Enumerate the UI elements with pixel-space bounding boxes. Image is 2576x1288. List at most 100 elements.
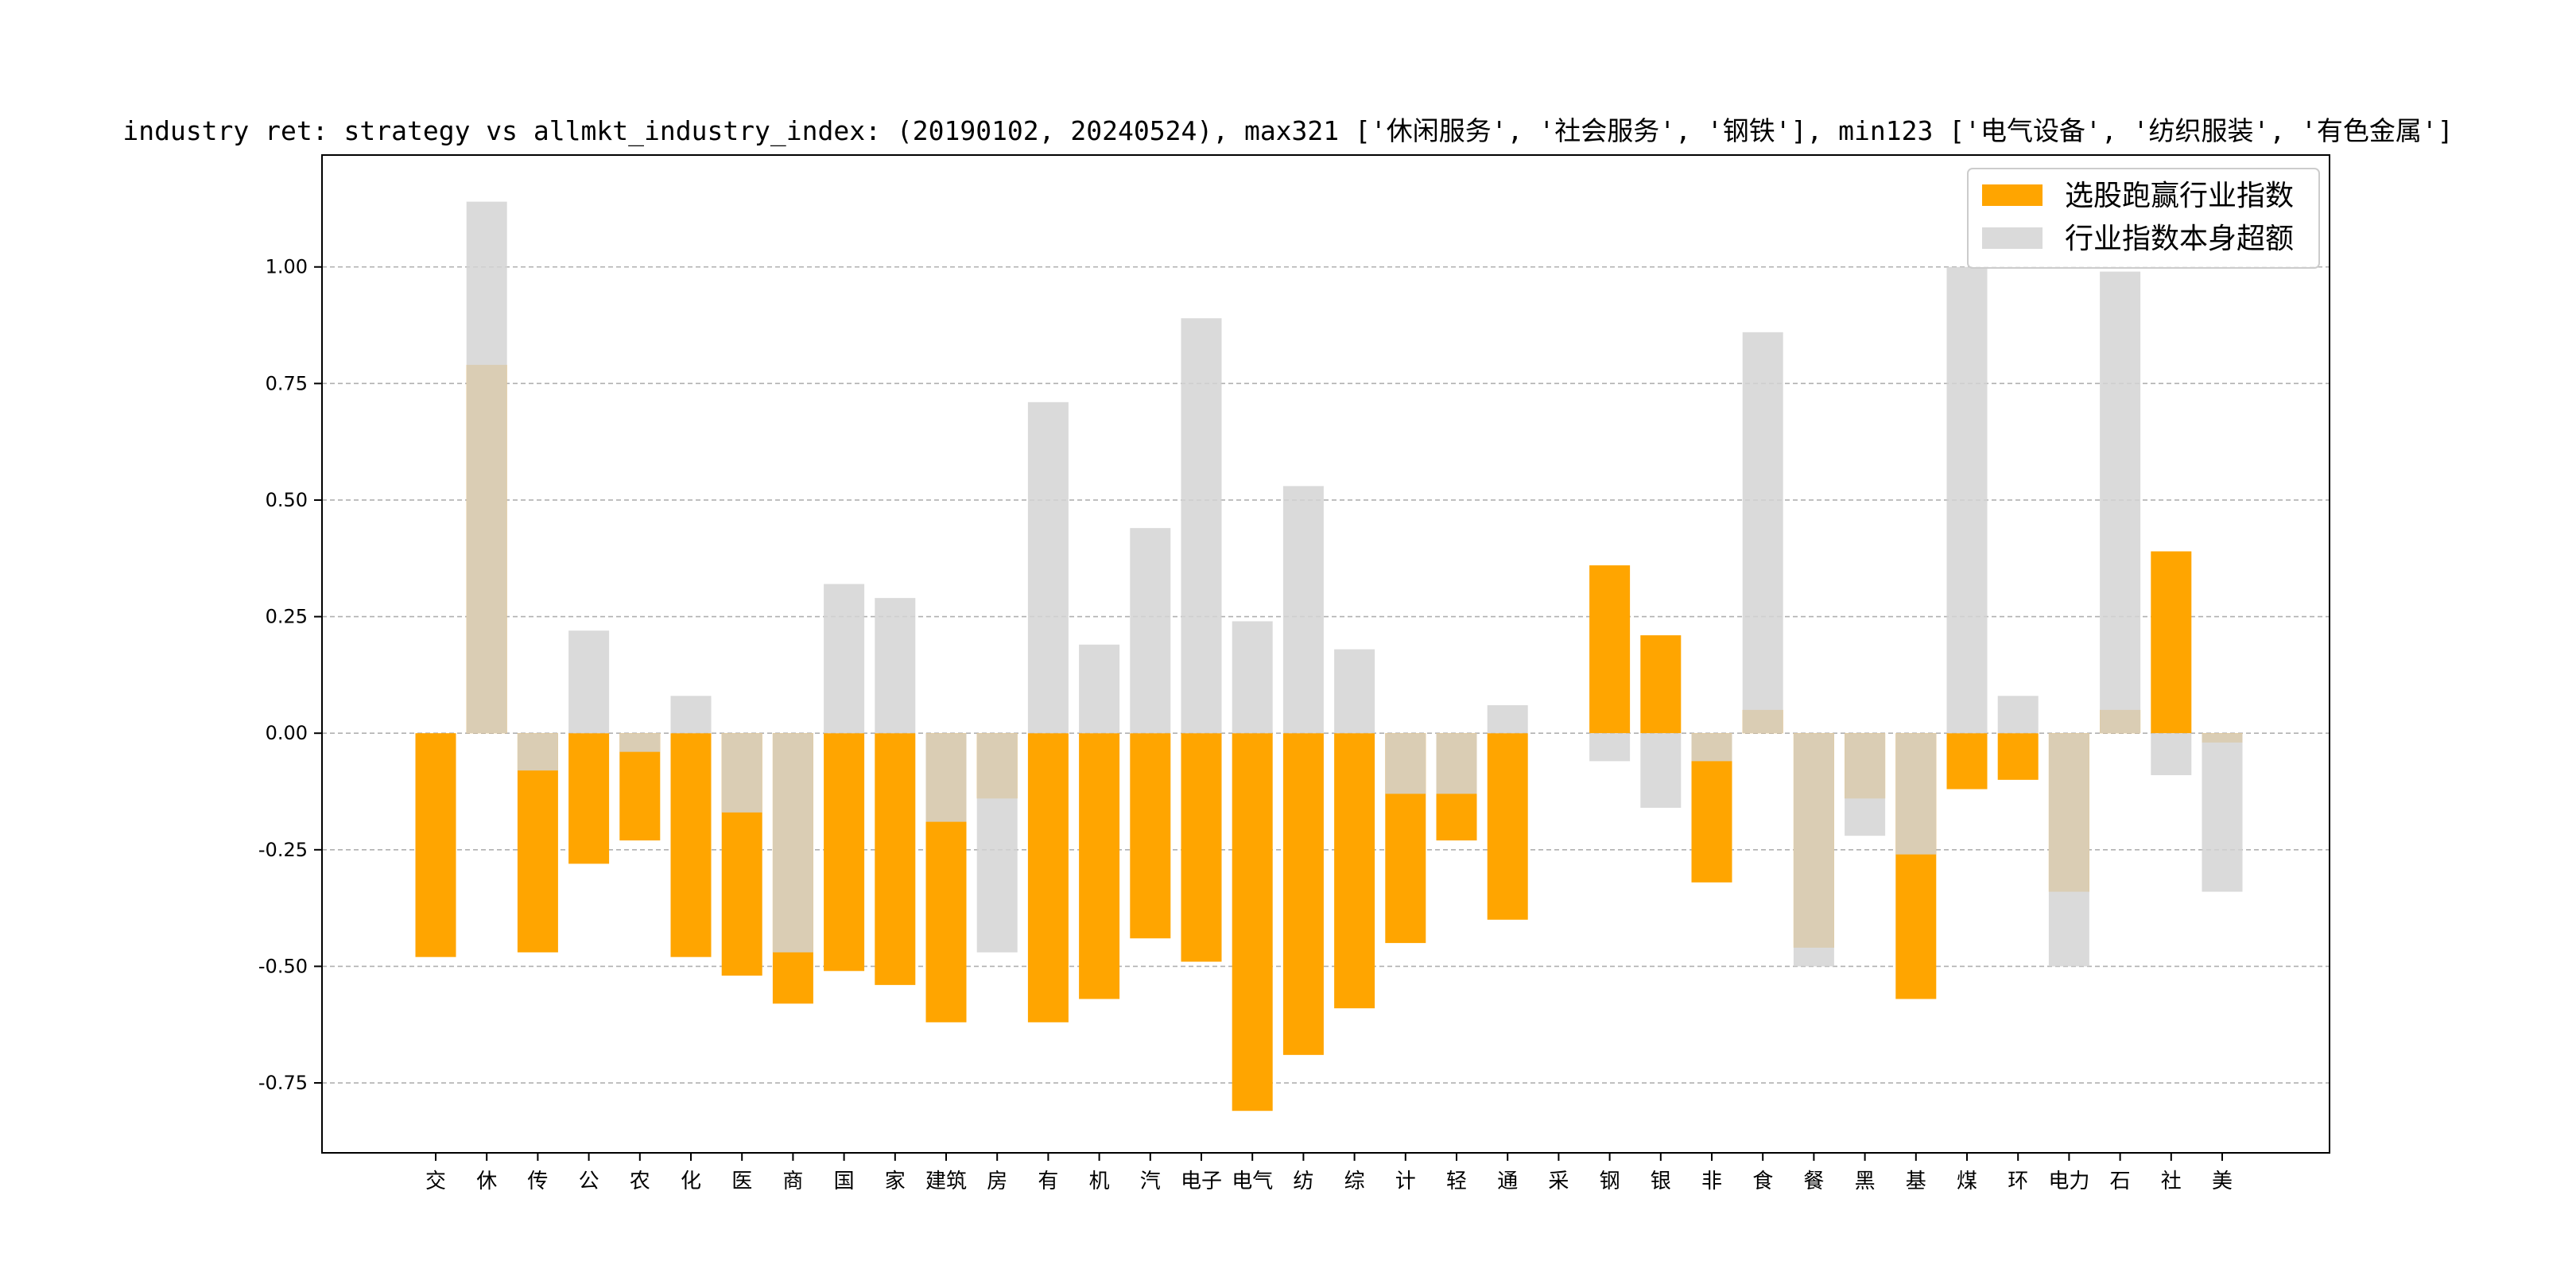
bar-index-excess [1640,733,1682,809]
x-tick-label: 美 [2212,1170,2233,1193]
bar-index-excess [925,733,967,822]
bar-index-excess [1895,733,1937,855]
bar-index-excess [517,733,558,771]
x-tick-label: 采 [1548,1170,1569,1193]
x-tick-label: 商 [782,1170,803,1193]
bar-index-excess [2100,271,2141,734]
y-tick-label: -0.75 [258,1072,308,1094]
x-tick-label: 煤 [1957,1170,1977,1193]
legend-swatch-index-excess [1982,227,2043,249]
bar-outperform [875,733,916,985]
x-tick-label: 轻 [1446,1170,1467,1193]
bar-outperform [1946,733,1988,789]
bar-index-excess [1487,705,1528,734]
bar-index-excess [1742,332,1783,734]
x-tick-label: 化 [681,1170,701,1193]
bar-index-excess [1997,696,2039,734]
x-axis-ticks: 交 休 传 公 农 化 医 商 国 家建筑房 有 机 汽电子 电气纺 综 计 轻 通 采 钢 银 非 食 餐 黑 基 煤 环电力石 社 美 [425,1153,2233,1193]
x-tick-label: 通 [1497,1170,1518,1193]
bar-index-excess [1027,402,1069,734]
bar-index-excess [1946,266,1988,734]
bar-index-excess [721,733,762,813]
grid-lines [322,266,2330,1084]
x-tick-label: 纺 [1293,1170,1313,1193]
x-tick-label: 非 [1701,1170,1722,1193]
bar-index-excess [1079,644,1120,734]
plot-frame [321,154,2330,1154]
bar-index-excess [619,733,661,752]
bar-index-excess [875,598,916,734]
bar-index-excess [772,733,813,952]
bar-outperform [670,733,712,957]
x-tick-label: 电力 [2048,1170,2089,1193]
x-tick-label: 房 [987,1170,1007,1193]
legend-label-index-excess: 行业指数本身超额 [2065,223,2294,255]
y-axis-ticks: -0.75 -0.50 -0.25 0.00 0.25 0.50 0.75 1.00 [258,256,322,1094]
bar-index-excess [670,696,712,734]
legend-swatch-outperform [1982,184,2043,206]
bar-outperform [1487,733,1528,920]
legend-box [1967,168,2320,269]
bar-index-excess [1589,733,1631,762]
legend-label-outperform: 选股跑赢行业指数 [2065,180,2294,212]
x-tick-label: 社 [2161,1170,2182,1193]
x-tick-label: 机 [1089,1170,1110,1193]
x-tick-label: 黑 [1855,1170,1876,1193]
bar-index-excess [1436,733,1477,794]
bar-outperform [1181,733,1222,962]
y-tick-label: 0.00 [266,722,308,744]
bar-outperform [1282,733,1324,1055]
x-tick-label: 交 [425,1170,446,1193]
x-tick-label: 综 [1344,1170,1365,1193]
bar-index-excess [1691,733,1732,762]
x-tick-label: 食 [1752,1170,1773,1193]
x-tick-label: 石 [2110,1170,2131,1193]
x-tick-label: 有 [1038,1170,1058,1193]
bar-outperform [824,733,865,972]
bar-outperform [1589,565,1631,734]
bar-outperform [415,733,456,957]
bar-index-excess [976,733,1018,952]
x-tick-label: 传 [527,1170,548,1193]
x-tick-label: 公 [579,1170,599,1193]
y-tick-label: 0.25 [266,606,308,628]
bar-outperform [1997,733,2039,780]
bar-outperform [1334,733,1375,1009]
bar-outperform [1027,733,1069,1022]
bars [415,201,2243,1111]
bar-index-excess [1181,318,1222,734]
bar-outperform [1232,733,1273,1111]
bar-index-excess [1232,621,1273,734]
x-tick-label: 汽 [1140,1170,1161,1193]
x-tick-label: 计 [1395,1170,1416,1193]
legend: 选股跑赢行业指数 行业指数本身超额 [1967,168,2320,269]
y-tick-label: 1.00 [266,256,308,278]
x-tick-label: 电气 [1232,1170,1273,1193]
x-tick-label: 休 [476,1170,497,1193]
y-tick-label: 0.50 [266,489,308,511]
bar-index-excess [1282,486,1324,734]
y-tick-label: -0.25 [258,839,308,861]
chart-title: industry ret: strategy vs allmkt_industr… [122,115,2453,147]
bar-outperform [1640,635,1682,734]
bar-index-excess [1334,649,1375,734]
x-tick-label: 农 [630,1170,650,1193]
bar-index-excess [466,201,507,734]
x-tick-label: 家 [885,1170,906,1193]
x-tick-label: 电子 [1181,1170,1222,1193]
y-tick-label: 0.75 [266,372,308,394]
x-tick-label: 基 [1906,1170,1926,1193]
bar-index-excess [568,630,610,734]
x-tick-label: 银 [1651,1170,1671,1193]
bar-outperform [568,733,610,864]
y-tick-label: -0.50 [258,955,308,977]
x-tick-label: 钢 [1600,1170,1620,1193]
x-tick-label: 建筑 [925,1170,967,1193]
bar-index-excess [1385,733,1426,794]
x-tick-label: 医 [731,1170,752,1193]
bar-index-excess [2048,733,2089,967]
x-tick-label: 环 [2008,1170,2028,1193]
bar-index-excess [1845,733,1886,836]
x-tick-label: 国 [834,1170,855,1193]
